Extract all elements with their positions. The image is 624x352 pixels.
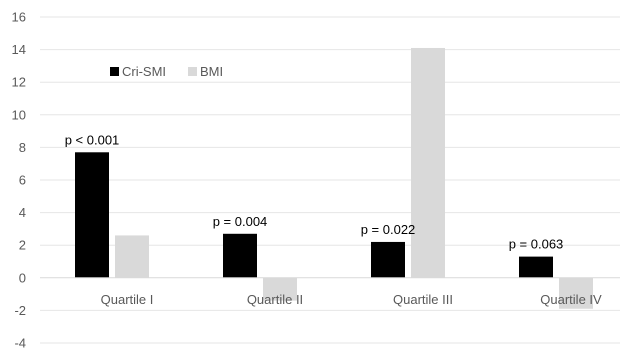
y-tick-label: 12 bbox=[12, 75, 26, 90]
bars bbox=[75, 47, 593, 309]
p-value-label: p = 0.063 bbox=[509, 237, 564, 252]
p-value-label: p < 0.001 bbox=[65, 132, 120, 147]
bar-bmi-2 bbox=[263, 277, 297, 301]
legend-label-cri-smi: Cri-SMI bbox=[122, 64, 166, 79]
p-value-label: p = 0.004 bbox=[213, 214, 268, 229]
bar-bmi-4 bbox=[559, 277, 593, 309]
bar-cri-smi-1 bbox=[75, 152, 109, 278]
y-tick-label: 4 bbox=[19, 205, 26, 220]
p-value-label: p = 0.022 bbox=[361, 222, 416, 237]
bar-cri-smi-4 bbox=[519, 256, 553, 278]
p-value-labels: p < 0.001 p = 0.004 p = 0.022 p = 0.063 bbox=[65, 132, 564, 251]
bar-bmi-1 bbox=[115, 235, 149, 278]
category-label: Quartile III bbox=[393, 292, 453, 307]
y-tick-label: -4 bbox=[14, 336, 26, 351]
legend-swatch-cri-smi bbox=[110, 67, 119, 76]
bar-bmi-3 bbox=[411, 47, 445, 278]
y-tick-label: 14 bbox=[12, 42, 26, 57]
y-tick-label: 2 bbox=[19, 238, 26, 253]
bar-cri-smi-3 bbox=[371, 241, 405, 278]
category-label: Quartile IV bbox=[540, 292, 602, 307]
legend: Cri-SMI BMI bbox=[110, 64, 223, 79]
y-tick-label: 16 bbox=[12, 10, 26, 25]
y-tick-label: 10 bbox=[12, 107, 26, 122]
y-axis-tick-labels: -4 -2 0 2 4 6 8 10 12 14 16 bbox=[12, 10, 26, 351]
category-label: Quartile I bbox=[101, 292, 154, 307]
y-tick-label: 0 bbox=[19, 270, 26, 285]
y-tick-label: 6 bbox=[19, 173, 26, 188]
legend-label-bmi: BMI bbox=[200, 64, 223, 79]
bar-cri-smi-2 bbox=[223, 233, 257, 278]
y-tick-label: -2 bbox=[14, 303, 26, 318]
x-axis-category-labels: Quartile I Quartile II Quartile III Quartil… bbox=[101, 292, 602, 307]
y-tick-label: 8 bbox=[19, 140, 26, 155]
category-label: Quartile II bbox=[247, 292, 303, 307]
legend-swatch-bmi bbox=[188, 67, 197, 76]
